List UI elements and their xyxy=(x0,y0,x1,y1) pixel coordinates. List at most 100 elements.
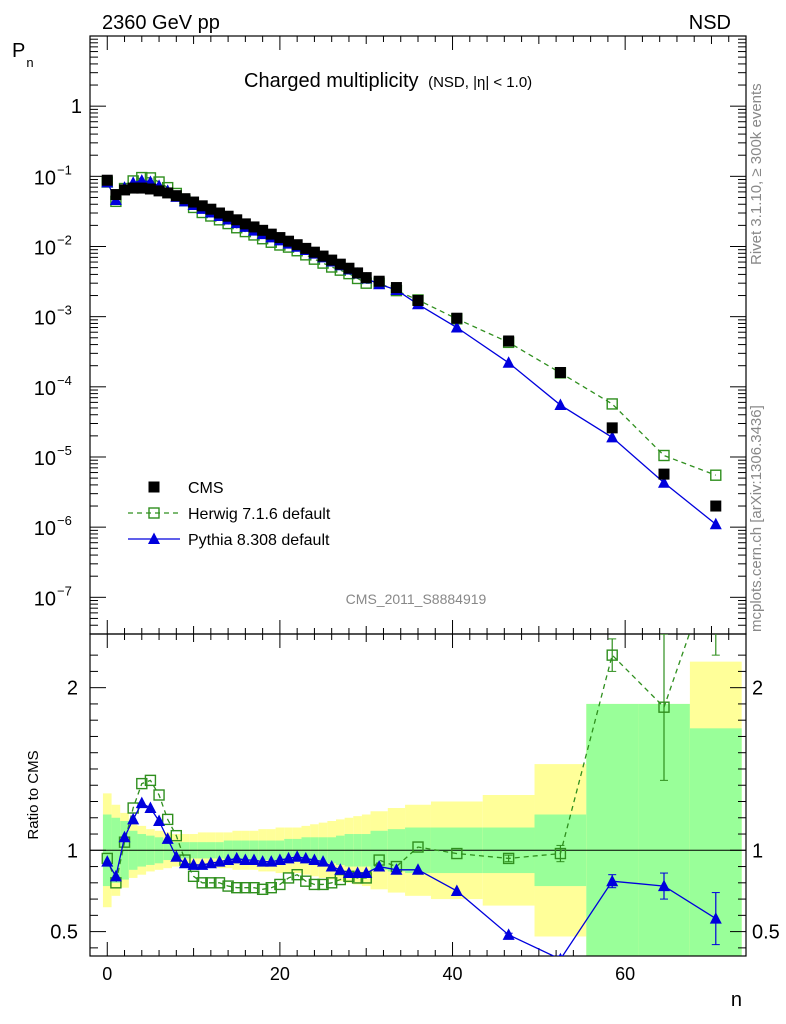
ratio-point xyxy=(144,801,157,814)
series-cms xyxy=(101,174,722,512)
ratio-point xyxy=(118,830,131,843)
ratio-point xyxy=(282,872,295,884)
x-tick-label: 20 xyxy=(270,964,290,984)
ratio-point xyxy=(273,853,286,866)
ratio-point xyxy=(205,877,217,889)
ratio-point xyxy=(291,868,303,881)
data-point xyxy=(503,335,515,347)
data-point xyxy=(231,214,243,226)
ratio-point xyxy=(196,877,208,889)
data-point xyxy=(606,430,619,443)
ratio-point xyxy=(265,881,277,894)
data-point xyxy=(502,356,515,368)
x-tick-label: 60 xyxy=(615,964,635,984)
ratio-y-tick-label: 2 xyxy=(752,678,763,700)
band-inner xyxy=(586,703,639,956)
legend-marker xyxy=(148,481,160,493)
ratio-point xyxy=(256,883,269,896)
data-point xyxy=(153,185,165,197)
y-tick-label: 10 xyxy=(34,378,56,400)
ratio-point xyxy=(196,858,209,870)
y-tick-exponent: −6 xyxy=(57,513,72,528)
ratio-point xyxy=(274,878,286,891)
ratio-point xyxy=(256,855,269,867)
y-tick-exponent: −7 xyxy=(57,583,72,598)
ratio-point xyxy=(709,912,722,924)
ratio-series-pythia xyxy=(101,796,722,956)
data-point xyxy=(412,294,424,306)
main-y-label: Pn xyxy=(12,40,34,70)
ratio-point xyxy=(187,870,200,883)
ratio-point xyxy=(231,881,243,894)
chart-title-sub: (NSD, |η| < 1.0) xyxy=(428,74,532,91)
ratio-point xyxy=(291,850,304,862)
data-point xyxy=(136,182,148,194)
ratio-point xyxy=(282,851,295,864)
data-point xyxy=(710,500,722,512)
ratio-y-tick-label: 0.5 xyxy=(50,922,78,944)
ratio-point xyxy=(334,863,347,875)
ratio-point xyxy=(325,860,338,872)
legend-label: Pythia 8.308 default xyxy=(188,532,330,549)
data-point xyxy=(308,246,320,258)
ratio-point xyxy=(299,851,312,864)
ratio-point xyxy=(308,853,321,866)
ratio-point xyxy=(187,858,200,870)
ratio-point xyxy=(390,863,403,875)
data-point xyxy=(213,207,225,219)
y-tick-exponent: −1 xyxy=(57,162,72,177)
ratio-y-label: Ratio to CMS xyxy=(25,750,42,839)
ratio-point xyxy=(144,774,157,787)
legend-marker xyxy=(148,532,160,544)
chart-title: Charged multiplicity (NSD, |η| < 1.0) xyxy=(244,70,532,92)
y-tick-exponent: −5 xyxy=(57,443,72,458)
data-point xyxy=(144,183,156,195)
ratio-point xyxy=(213,855,226,867)
data-point xyxy=(239,218,251,230)
data-point xyxy=(291,239,303,251)
process-label: NSD xyxy=(689,12,731,34)
data-point xyxy=(196,200,208,212)
ratio-point xyxy=(342,866,355,879)
legend-label: CMS xyxy=(188,480,224,497)
data-point xyxy=(119,184,131,196)
ratio-point xyxy=(230,851,243,864)
data-point xyxy=(162,187,174,199)
ratio-point xyxy=(606,874,619,887)
data-point xyxy=(373,275,385,287)
ratio-series-herwig xyxy=(101,634,720,896)
ratio-point xyxy=(153,814,166,827)
ratio-line xyxy=(106,802,717,956)
y-tick-label: 10 xyxy=(34,518,56,540)
ratio-point xyxy=(412,863,424,875)
data-point xyxy=(265,228,277,240)
mcplots-label: mcplots.cern.ch [arXiv:1306.3436] xyxy=(748,405,765,632)
data-point xyxy=(606,422,618,434)
y-tick-exponent: −3 xyxy=(57,303,72,318)
y-tick-label: 10 xyxy=(34,588,56,610)
ratio-point xyxy=(161,832,174,844)
ratio-point xyxy=(308,878,321,891)
x-tick-label: 40 xyxy=(443,964,463,984)
data-point xyxy=(658,449,670,462)
data-point xyxy=(554,366,566,378)
ratio-point xyxy=(204,856,217,869)
data-point xyxy=(343,262,355,274)
y-tick-label: 10 xyxy=(34,237,56,259)
ratio-point xyxy=(239,881,252,894)
ratio-y-tick-label: 0.5 xyxy=(752,922,780,944)
ratio-point xyxy=(658,879,670,892)
data-point xyxy=(352,267,364,279)
ratio-point xyxy=(502,928,515,940)
ratio-point xyxy=(127,812,140,825)
ratio-point xyxy=(222,853,235,866)
data-point xyxy=(127,182,139,194)
ratio-point xyxy=(248,881,260,894)
ratio-point xyxy=(135,796,148,809)
x-axis-label: n xyxy=(731,989,742,1011)
data-point xyxy=(283,235,295,247)
data-point xyxy=(709,517,722,530)
ratio-point xyxy=(373,860,386,872)
ratio-point xyxy=(101,855,114,867)
